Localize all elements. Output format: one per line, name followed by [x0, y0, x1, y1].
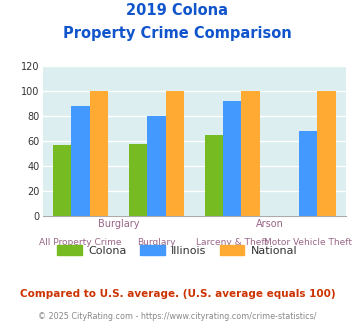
Bar	[241, 91, 260, 216]
Bar	[223, 101, 241, 216]
Bar	[129, 144, 147, 216]
Bar	[71, 106, 90, 216]
Text: Arson: Arson	[256, 219, 284, 229]
Bar	[317, 91, 335, 216]
Text: Compared to U.S. average. (U.S. average equals 100): Compared to U.S. average. (U.S. average …	[20, 289, 335, 299]
Bar	[165, 91, 184, 216]
Legend: Colona, Illinois, National: Colona, Illinois, National	[53, 240, 302, 260]
Bar	[205, 135, 223, 216]
Text: Burglary: Burglary	[98, 219, 139, 229]
Bar	[90, 91, 108, 216]
Text: All Property Crime: All Property Crime	[39, 238, 122, 247]
Text: Larceny & Theft: Larceny & Theft	[196, 238, 268, 247]
Bar	[299, 131, 317, 216]
Text: 2019 Colona: 2019 Colona	[126, 3, 229, 18]
Text: Burglary: Burglary	[137, 238, 176, 247]
Text: Property Crime Comparison: Property Crime Comparison	[63, 26, 292, 41]
Text: Motor Vehicle Theft: Motor Vehicle Theft	[264, 238, 352, 247]
Bar	[147, 116, 165, 216]
Text: © 2025 CityRating.com - https://www.cityrating.com/crime-statistics/: © 2025 CityRating.com - https://www.city…	[38, 312, 317, 321]
Bar	[53, 145, 71, 216]
